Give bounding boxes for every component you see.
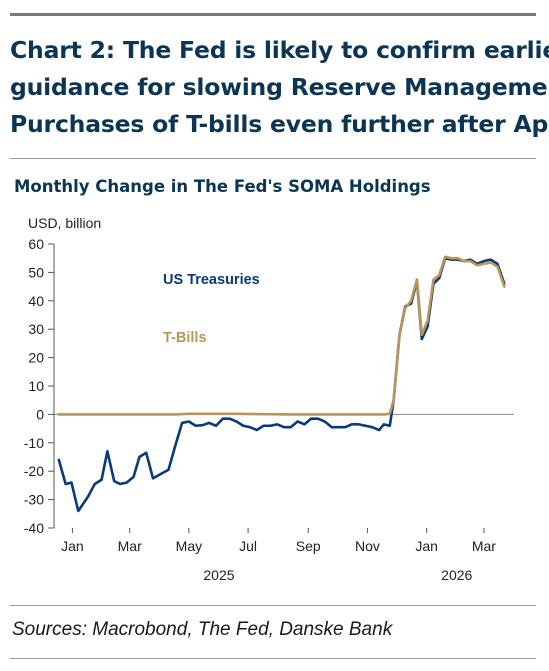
y-tick-label: 50	[28, 264, 44, 280]
x-tick-label: Mar	[472, 538, 496, 554]
y-tick-label: 10	[28, 378, 44, 394]
source-divider-bottom	[10, 658, 536, 659]
x-year-label: 2025	[203, 567, 234, 583]
y-tick-label: 30	[28, 321, 44, 337]
x-tick-label: Mar	[118, 538, 142, 554]
y-tick-label: -20	[24, 463, 44, 479]
heading-line-2: guidance for slowing Reserve Management	[10, 73, 549, 101]
chart-heading: Chart 2: The Fed is likely to confirm ea…	[10, 32, 549, 143]
line-chart: USD, billion 60 50 40 30 20 10 0 -10 -20 -30 -40 Jan…	[24, 215, 514, 583]
y-tick-label: 0	[36, 406, 44, 422]
top-rule	[10, 13, 536, 16]
x-tick-label: Jan	[415, 538, 438, 554]
series-line-us-treasuries	[57, 256, 506, 513]
x-tick-label: Jan	[61, 538, 84, 554]
series-line-t-bills	[57, 255, 506, 416]
heading-line-3: Purchases of T-bills even further after …	[10, 110, 549, 138]
heading-divider	[10, 158, 536, 159]
x-year-label: 2026	[441, 567, 472, 583]
y-tick-label: 20	[28, 350, 44, 366]
chart-title: Monthly Change in The Fed's SOMA Holding…	[14, 177, 431, 196]
source-divider-top	[10, 605, 536, 606]
y-tick-label: 60	[28, 236, 44, 252]
x-tick-label: May	[176, 538, 202, 554]
y-tick-label: -40	[24, 520, 44, 536]
y-axis-label: USD, billion	[28, 215, 101, 231]
x-tick-label: Jul	[239, 538, 257, 554]
y-tick-label: -10	[24, 435, 44, 451]
series-label-us-treasuries: US Treasuries	[163, 272, 260, 288]
y-tick-label: 40	[28, 293, 44, 309]
y-tick-label: -30	[24, 492, 44, 508]
x-tick-label: Sep	[296, 538, 321, 554]
x-tick-label: Nov	[355, 538, 380, 554]
heading-line-1: Chart 2: The Fed is likely to confirm ea…	[10, 36, 549, 64]
series-label-t-bills: T-Bills	[163, 330, 207, 346]
source-note: Sources: Macrobond, The Fed, Danske Bank	[12, 619, 393, 640]
